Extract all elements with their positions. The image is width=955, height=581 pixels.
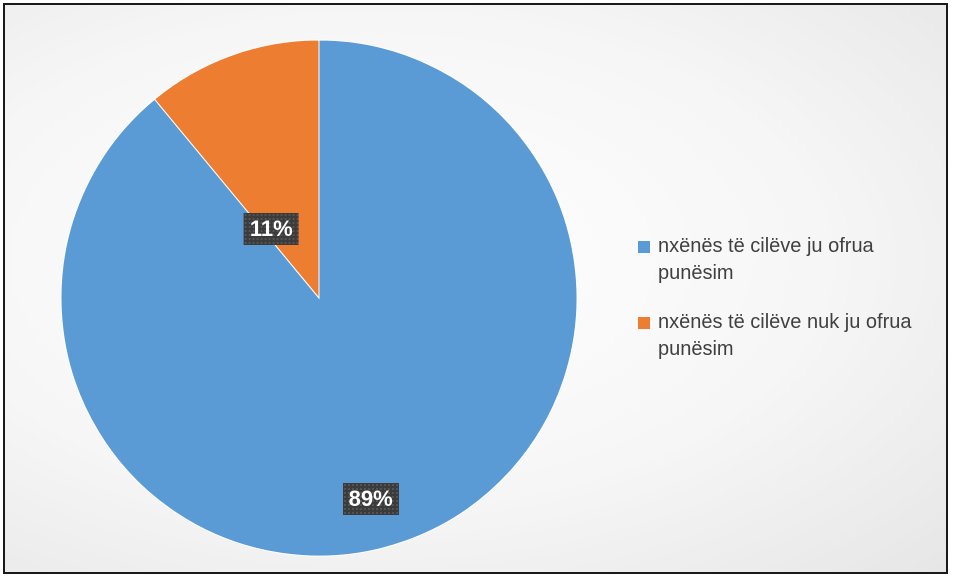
data-label-89: 89%: [342, 483, 399, 516]
data-label-11: 11%: [243, 212, 299, 245]
legend-swatch: [638, 241, 650, 253]
legend-swatch: [638, 317, 650, 329]
legend-label: nxënës të cilëve ju ofrua punësim: [658, 235, 874, 284]
legend-item-employment-not-offered[interactable]: nxënës të cilëve nuk ju ofrua punësim: [638, 309, 938, 363]
legend-label: nxënës të cilëve nuk ju ofrua punësim: [658, 311, 912, 360]
legend: nxënës të cilëve ju ofrua punësim nxënës…: [638, 233, 938, 385]
legend-item-employment-offered[interactable]: nxënës të cilëve ju ofrua punësim: [638, 233, 938, 287]
